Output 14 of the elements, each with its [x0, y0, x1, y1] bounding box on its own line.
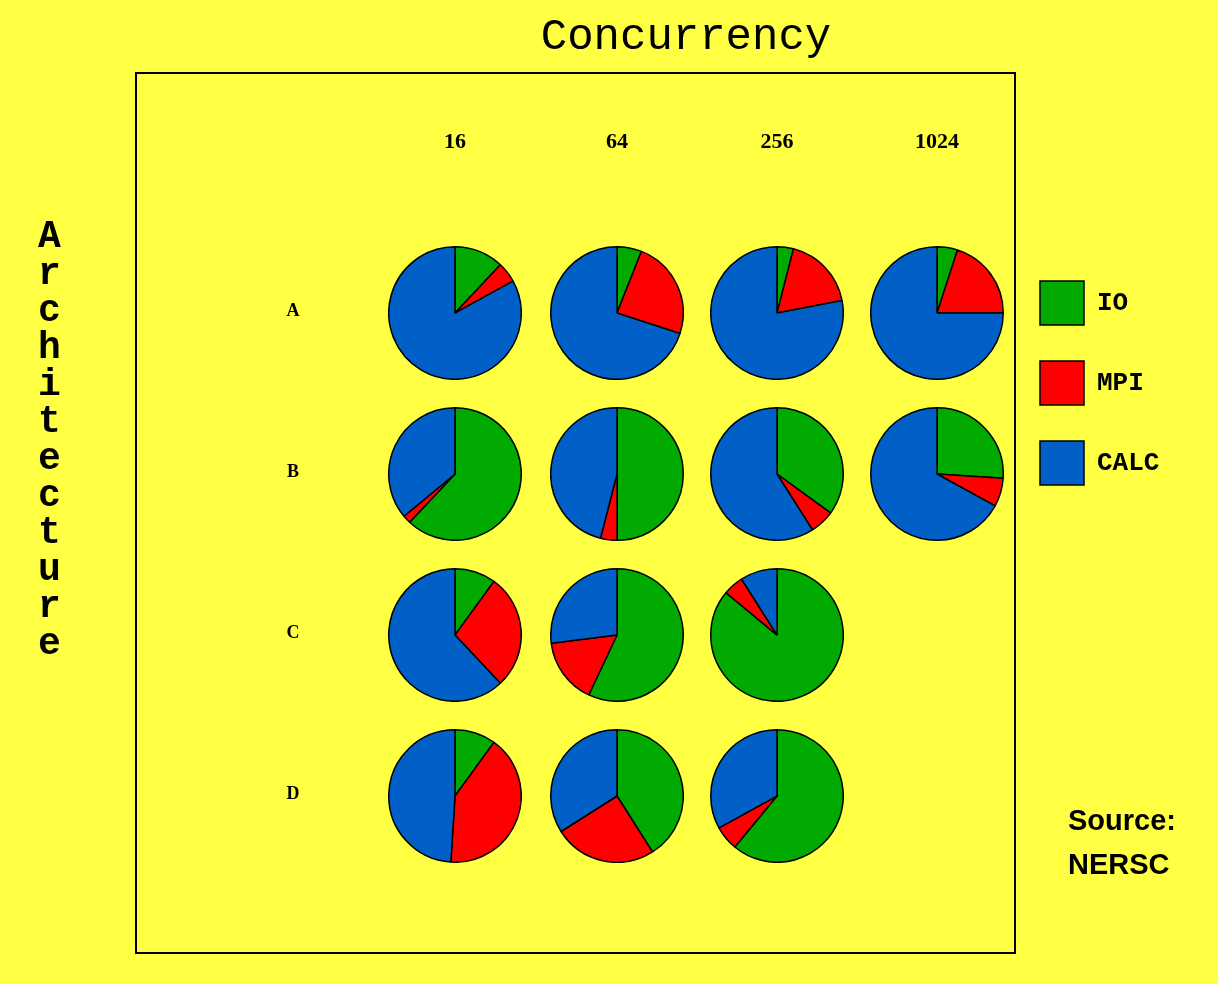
- source-note: Source: NERSC: [1068, 803, 1176, 882]
- text: Concurrency: [539, 12, 833, 62]
- text: D: [285, 783, 301, 804]
- text: 64: [605, 128, 629, 154]
- text: B: [286, 461, 300, 482]
- legend-label: CALC: [1097, 447, 1160, 478]
- text: 16: [443, 128, 467, 154]
- text: 256: [759, 128, 795, 154]
- legend-label: MPI: [1097, 367, 1144, 398]
- text: C: [285, 622, 301, 643]
- text: 1024: [914, 128, 960, 154]
- legend-label: IO: [1097, 287, 1129, 318]
- text: Architecture: [28, 215, 71, 659]
- text: A: [285, 300, 301, 321]
